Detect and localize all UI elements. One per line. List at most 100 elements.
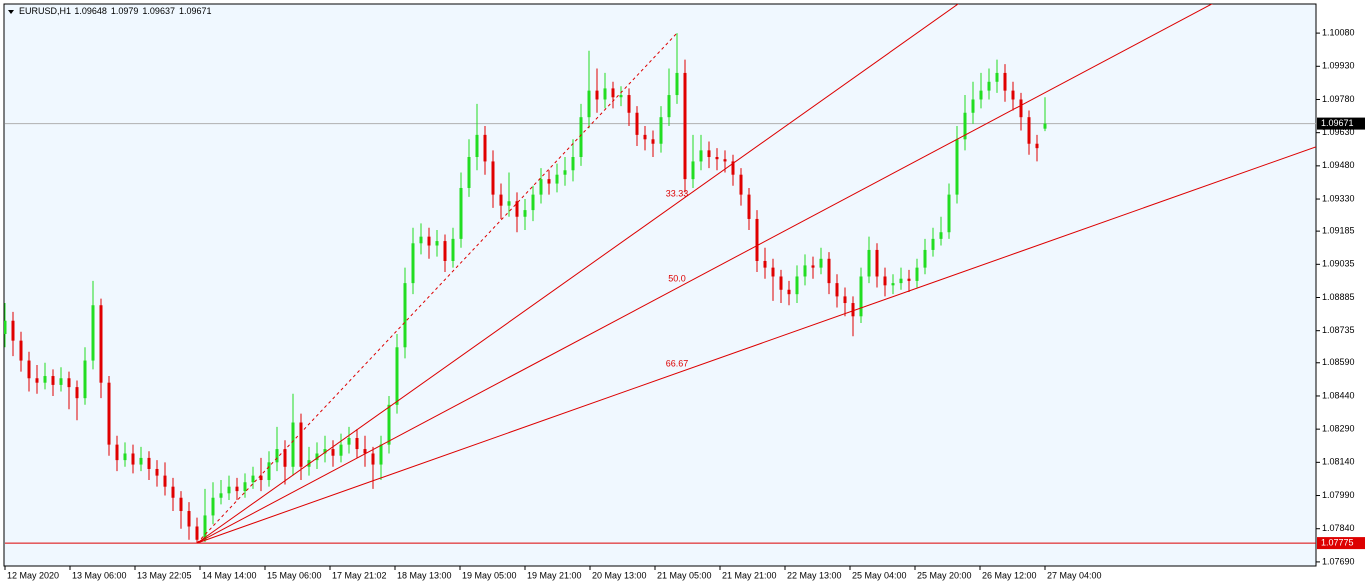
header-value: 1.09671 [179, 6, 212, 16]
candle-body [91, 305, 95, 361]
header-value: 1.09637 [142, 6, 175, 16]
candle-body [523, 210, 527, 217]
candle-body [299, 422, 303, 467]
candle-body [995, 72, 999, 82]
candle-body [939, 232, 943, 239]
candle-body [883, 276, 887, 286]
candle-body [827, 258, 831, 284]
price-label: 1.07775 [1321, 537, 1354, 547]
candle-body [611, 88, 615, 98]
candle-body [59, 378, 63, 385]
candle-body [899, 278, 903, 284]
y-tick-label: 1.08140 [1322, 457, 1355, 467]
candle-body [675, 72, 679, 96]
candle-body [227, 486, 231, 494]
x-tick-label: 18 May 13:00 [397, 570, 452, 580]
y-tick-label: 1.08590 [1322, 357, 1355, 367]
candle-body [203, 515, 207, 540]
candle-body [915, 267, 919, 281]
candle-body [891, 283, 895, 286]
candle-body [4, 320, 7, 335]
candle-body [99, 305, 103, 383]
y-tick-label: 1.09330 [1322, 193, 1355, 203]
candle-body [499, 194, 503, 206]
x-tick-label: 26 May 12:00 [982, 570, 1037, 580]
candle-body [763, 260, 767, 268]
candle-body [595, 90, 599, 100]
candle-body [211, 497, 215, 516]
y-tick-label: 1.09930 [1322, 61, 1355, 71]
price-label-box [1317, 117, 1365, 130]
candle-body [723, 159, 727, 162]
candle-body [515, 201, 519, 217]
candle-body [1003, 72, 1007, 91]
header: EURUSD,H1 1.09648 1.0979 1.09637 1.09671 [19, 6, 212, 16]
fan-label: 33.33 [666, 188, 689, 198]
candle-body [1019, 99, 1023, 118]
candle-body [355, 437, 359, 450]
candle-body [395, 347, 399, 405]
candle-body [987, 81, 991, 91]
candle-body [379, 444, 383, 465]
y-tick-label: 1.07840 [1322, 523, 1355, 533]
x-tick-label: 25 May 04:00 [852, 570, 907, 580]
candle-body [547, 179, 551, 184]
y-tick-label: 1.09630 [1322, 127, 1355, 137]
candle-body [859, 276, 863, 317]
candle-body [571, 157, 575, 171]
candle-body [315, 453, 319, 461]
candle-body [35, 378, 39, 383]
x-tick-label: 17 May 21:02 [332, 570, 387, 580]
candle-body [459, 187, 463, 239]
candle-body [923, 249, 927, 268]
candle-body [243, 482, 247, 492]
candle-body [331, 449, 335, 456]
candle-body [1035, 143, 1039, 149]
candle-body [419, 236, 423, 244]
candle-body [739, 174, 743, 195]
fan-line [196, 4, 1213, 544]
candle-body [851, 303, 855, 317]
x-tick-label: 21 May 21:00 [722, 570, 777, 580]
menu-arrow[interactable] [8, 10, 14, 14]
candle-body [963, 112, 967, 140]
candle-body [219, 493, 223, 498]
candle-body [67, 378, 71, 388]
candle-body [771, 267, 775, 277]
y-tick-label: 1.08440 [1322, 390, 1355, 400]
x-tick-label: 15 May 06:00 [267, 570, 322, 580]
candle-body [179, 497, 183, 512]
candle-body [563, 170, 567, 175]
candle-body [27, 360, 31, 379]
fan-label: 50.0 [668, 273, 686, 283]
candle-body [163, 475, 167, 487]
candle-body [467, 157, 471, 188]
candle-body [427, 236, 431, 246]
candle-body [691, 161, 695, 180]
candle-body [531, 194, 535, 211]
candle-body [659, 117, 663, 144]
candle-body [971, 99, 975, 113]
y-tick-label: 1.09035 [1322, 259, 1355, 269]
candle-body [627, 95, 631, 113]
y-tick-label: 1.09480 [1322, 160, 1355, 170]
candle-body [443, 241, 447, 261]
candle-body [603, 88, 607, 100]
candle-body [643, 134, 647, 140]
fan-baseline [196, 32, 678, 544]
fan-label: 66.67 [666, 358, 689, 368]
candle-body [195, 526, 199, 540]
candle-body [667, 95, 671, 118]
candle-body [435, 241, 439, 246]
candle-body [43, 376, 47, 383]
candle-body [907, 278, 911, 281]
x-tick-label: 14 May 14:00 [202, 570, 257, 580]
candle-body [451, 238, 455, 261]
candle-body [483, 134, 487, 162]
x-tick-label: 21 May 05:00 [657, 570, 712, 580]
candle-body [475, 134, 479, 158]
candle-body [931, 238, 935, 250]
candle-body [843, 296, 847, 304]
y-tick-label: 1.07990 [1322, 490, 1355, 500]
